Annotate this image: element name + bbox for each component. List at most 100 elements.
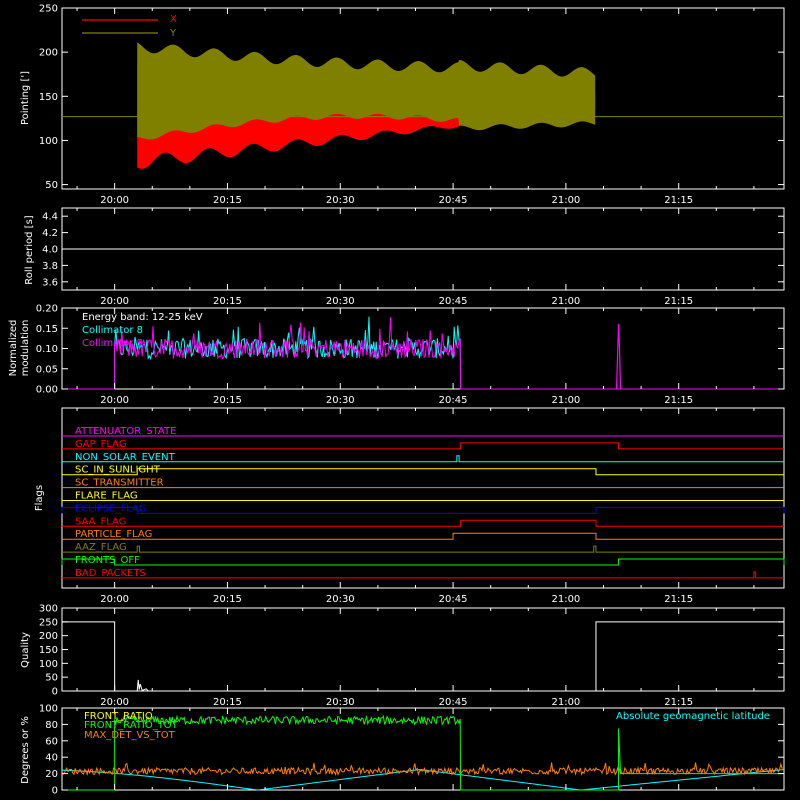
flag-label: SC_TRANSMITTER bbox=[75, 478, 164, 489]
ratios-legend-front-ratio: FRONT_RATIO bbox=[84, 711, 153, 722]
flag-line-non-solar-event bbox=[62, 455, 784, 463]
flag-label: NON_SOLAR_EVENT bbox=[75, 452, 176, 463]
y-tick-label: 20 bbox=[45, 769, 58, 780]
x-tick-label: 20:15 bbox=[213, 697, 242, 708]
y-tick-label: 40 bbox=[45, 753, 58, 764]
x-tick-label: 20:45 bbox=[439, 697, 468, 708]
y-tick-label: 250 bbox=[39, 4, 58, 15]
flag-label: BAD_PACKETS bbox=[75, 568, 146, 579]
flag-label: PARTICLE_FLAG bbox=[75, 529, 152, 540]
modulation-legend-c9: Collimator 9 bbox=[82, 338, 143, 349]
pointing-y-ticks: 50 100 150 200 250 bbox=[39, 4, 784, 191]
series-front-ratio-tot bbox=[62, 714, 784, 791]
y-tick-label: 0.00 bbox=[36, 385, 58, 396]
x-tick-label: 20:00 bbox=[100, 594, 129, 605]
y-tick-label: 100 bbox=[39, 659, 58, 670]
y-tick-label: 100 bbox=[39, 136, 58, 147]
x-tick-label: 20:30 bbox=[326, 395, 355, 406]
modulation-legend-c8: Collimator 8 bbox=[82, 325, 143, 336]
x-tick-label: 20:30 bbox=[326, 296, 355, 307]
x-tick-label: 20:15 bbox=[213, 395, 242, 406]
modulation-y-label-line1: Normalized bbox=[8, 320, 19, 377]
x-tick-label: 20:00 bbox=[100, 395, 129, 406]
y-tick-label: 50 bbox=[45, 673, 58, 684]
flag-line-eclipse-flag bbox=[61, 506, 785, 514]
panel-flags: ATTENUATOR_STATE GAP_FLAG NON_SOLAR_EVENT S… bbox=[34, 407, 785, 605]
flag-line-aaz-flag bbox=[62, 545, 784, 553]
quality-y-label: Quality bbox=[20, 632, 31, 668]
y-tick-label: 3.8 bbox=[42, 261, 58, 272]
x-tick-label: 20:30 bbox=[326, 594, 355, 605]
y-tick-label: 0 bbox=[52, 786, 58, 797]
roll-y-ticks: 3.6 3.8 4.0 4.2 4.4 bbox=[42, 212, 784, 288]
x-tick-label: 21:15 bbox=[664, 296, 693, 307]
x-tick-label: 21:15 bbox=[664, 395, 693, 406]
roll-y-label: Roll period [s] bbox=[24, 215, 35, 284]
x-tick-label: 20:30 bbox=[326, 195, 355, 206]
flag-label: ECLIPSE_FLAG bbox=[75, 503, 146, 514]
panel-pointing: 50 100 150 200 250 20:00 20:15 20:30 20:45 21:00… bbox=[20, 4, 785, 206]
series-collimator-9-spike bbox=[615, 324, 622, 390]
y-tick-label: 0 bbox=[52, 687, 58, 698]
flag-label: SC_IN_SUNLIGHT bbox=[75, 465, 161, 476]
legend-x-label: X bbox=[170, 14, 177, 25]
ratios-x-ticks bbox=[76, 708, 755, 790]
y-tick-label: 150 bbox=[39, 645, 58, 656]
ratios-y-ticks: 0 20 40 60 80 100 bbox=[39, 704, 784, 797]
y-tick-label: 150 bbox=[39, 92, 58, 103]
y-tick-label: 0.15 bbox=[36, 324, 58, 335]
y-tick-label: 0.05 bbox=[36, 364, 58, 375]
x-tick-label: 20:45 bbox=[439, 395, 468, 406]
series-collimator-9 bbox=[62, 317, 784, 390]
series-geomagnetic-latitude bbox=[61, 769, 785, 791]
x-tick-label: 20:45 bbox=[439, 195, 468, 206]
series-quality bbox=[62, 621, 784, 692]
x-tick-label: 20:15 bbox=[213, 195, 242, 206]
x-tick-label: 21:00 bbox=[551, 195, 580, 206]
flags-x-ticks: 20:00 20:15 20:30 20:45 21:00 21:15 bbox=[76, 408, 755, 605]
x-tick-label: 21:00 bbox=[551, 296, 580, 307]
quality-y-ticks: 0 50 100 150 200 250 300 bbox=[39, 604, 784, 698]
flag-line-particle-flag bbox=[62, 532, 784, 540]
modulation-y-ticks: 0.00 0.05 0.10 0.15 0.20 bbox=[36, 304, 784, 396]
y-tick-label: 4.0 bbox=[42, 245, 58, 256]
ratios-y-label: Degrees or % bbox=[20, 716, 31, 784]
flag-line-sc-in-sunlight bbox=[62, 468, 784, 476]
flag-label: SAA_FLAG bbox=[75, 516, 126, 527]
y-tick-label: 250 bbox=[39, 617, 58, 628]
panel-ratios: 0 20 40 60 80 100 Degrees or % FRONT_RATIO FR… bbox=[20, 704, 785, 797]
flag-line-gap-flag bbox=[62, 442, 784, 450]
quality-data bbox=[62, 621, 784, 692]
y-tick-label: 200 bbox=[39, 48, 58, 59]
y-tick-label: 4.4 bbox=[42, 212, 58, 223]
pointing-x-ticks: 20:00 20:15 20:30 20:45 21:00 21:15 bbox=[76, 8, 755, 206]
panel-pointing-frame bbox=[61, 7, 785, 190]
x-tick-label: 21:15 bbox=[664, 594, 693, 605]
modulation-x-ticks: 20:00 20:15 20:30 20:45 21:00 21:15 bbox=[76, 308, 755, 406]
y-tick-label: 300 bbox=[39, 604, 58, 615]
flag-label: AAZ_FLAG bbox=[75, 542, 127, 553]
series-y-envelope bbox=[137, 42, 596, 140]
x-tick-label: 21:15 bbox=[664, 697, 693, 708]
x-tick-label: 20:00 bbox=[100, 195, 129, 206]
y-tick-label: 80 bbox=[45, 720, 58, 731]
x-tick-label: 20:15 bbox=[213, 594, 242, 605]
x-tick-label: 20:30 bbox=[326, 697, 355, 708]
ratios-annotation-geomagnetic: Absolute geomagnetic latitude bbox=[616, 711, 770, 722]
flags-data: ATTENUATOR_STATE GAP_FLAG NON_SOLAR_EVENT S… bbox=[61, 426, 785, 579]
y-tick-label: 200 bbox=[39, 631, 58, 642]
flag-label: ATTENUATOR_STATE bbox=[75, 426, 176, 437]
quality-x-ticks: 20:00 20:15 20:30 20:45 21:00 21:15 bbox=[76, 608, 755, 708]
panel-roll-period: 3.6 3.8 4.0 4.2 4.4 20:00 20:15 20:30 20:45 21:0… bbox=[24, 207, 785, 307]
x-tick-label: 21:15 bbox=[664, 195, 693, 206]
flag-label: FLARE_FLAG bbox=[75, 491, 138, 502]
x-tick-label: 21:00 bbox=[551, 395, 580, 406]
roll-x-ticks: 20:00 20:15 20:30 20:45 21:00 21:15 bbox=[76, 208, 755, 307]
modulation-data bbox=[62, 316, 784, 390]
flag-label: GAP_FLAG bbox=[75, 439, 127, 450]
ratios-legend-front-ratio-tot: FRONT_RATIO_TOT bbox=[84, 720, 179, 731]
legend-y-label: Y bbox=[169, 28, 177, 39]
flag-label: FRONTS_OFF bbox=[75, 555, 140, 566]
ratios-data bbox=[61, 714, 785, 791]
